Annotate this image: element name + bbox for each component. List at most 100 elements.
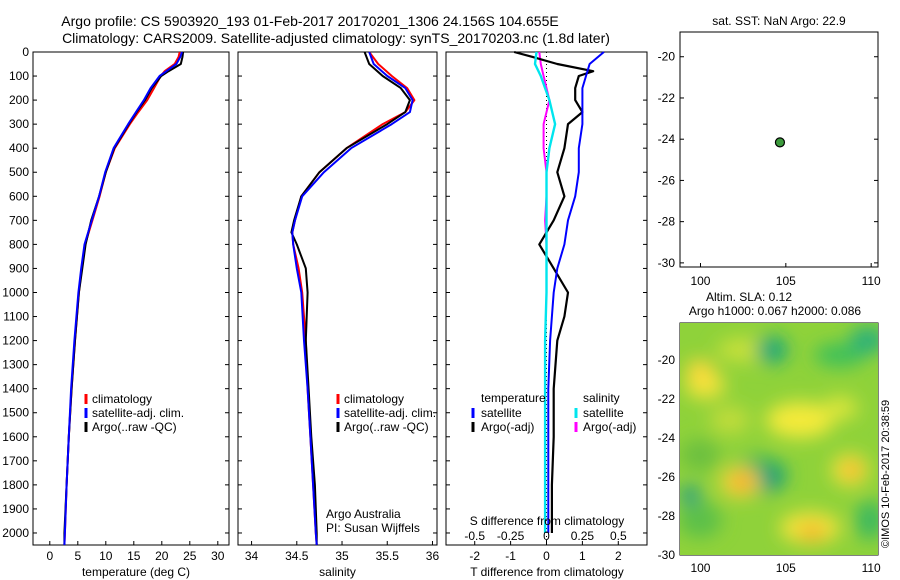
series-line-argo-raw-qc- (63, 51, 185, 545)
s-diff-tick-label: 0.5 (610, 529, 627, 543)
legend-label: Argo(-adj) (583, 420, 636, 434)
lat-tick-label: -30 (658, 548, 676, 562)
series-line-satellite-adj-clim- (63, 51, 183, 546)
series-line-climatology (63, 51, 181, 546)
sla-blob (850, 326, 878, 354)
x-tick-label: -1 (505, 549, 516, 563)
lat-tick-label: -30 (658, 256, 676, 270)
sla-blob (686, 360, 714, 380)
x-tick-label: 35.5 (376, 549, 400, 563)
s-difference-label: S difference from climatology (470, 514, 625, 528)
lon-tick-label: 100 (690, 561, 710, 575)
sla-blob (766, 402, 834, 438)
temperature-xlabel: temperature (deg C) (82, 565, 190, 579)
x-tick-label: 15 (127, 549, 141, 563)
depth-tick-label: 700 (9, 213, 29, 227)
lat-tick-label: -22 (658, 392, 676, 406)
sla-field (680, 323, 878, 555)
x-tick-label: 25 (183, 549, 197, 563)
depth-tick-label: 1100 (3, 310, 29, 324)
lat-tick-label: -20 (658, 353, 676, 367)
series-line-s-argo-adj- (538, 51, 551, 245)
legend-label: satellite (481, 406, 522, 420)
legend-label: climatology (92, 392, 152, 406)
sla-blobs (680, 326, 878, 544)
title-line-1: Argo profile: CS 5903920_193 01-Feb-2017… (61, 13, 558, 29)
lat-tick-label: -28 (658, 215, 676, 229)
depth-tick-label: 1200 (2, 334, 29, 348)
argo-australia-note: Argo Australia (326, 507, 401, 521)
lat-tick-label: -22 (658, 91, 676, 105)
sla-blob (754, 470, 782, 490)
sla-blob (680, 485, 700, 505)
legend-label: Argo(..raw -QC) (344, 420, 429, 434)
depth-tick-label: 800 (9, 237, 29, 251)
series-line-argo-raw-qc- (290, 51, 411, 545)
depth-tick-label: 600 (9, 189, 29, 203)
sla-blob (814, 343, 866, 367)
lon-tick-label: 100 (690, 274, 710, 288)
depth-tick-label: 900 (9, 261, 29, 275)
depth-tick-label: 300 (9, 117, 29, 131)
s-diff-tick-label: -0.5 (464, 529, 485, 543)
series-line-satellite-adj-clim- (291, 51, 414, 546)
lat-tick-label: -26 (658, 470, 676, 484)
depth-tick-label: 1600 (2, 430, 29, 444)
depth-tick-label: 0 (22, 45, 29, 59)
x-tick-label: 0 (46, 549, 53, 563)
legend-label: Argo(-adj) (481, 420, 534, 434)
x-tick-label: 36 (426, 549, 440, 563)
location-map-frame (679, 31, 879, 268)
sla-blob (822, 396, 858, 420)
x-tick-label: 30 (211, 549, 225, 563)
x-tick-label: 34.5 (285, 549, 309, 563)
depth-tick-label: 100 (9, 69, 29, 83)
lat-tick-label: -24 (658, 431, 676, 445)
lat-tick-label: -20 (658, 50, 676, 64)
legend-header-salinity: salinity (583, 391, 620, 405)
pi-note: PI: Susan Wijffels (326, 521, 420, 535)
x-tick-label: -2 (469, 549, 480, 563)
depth-tick-label: 1000 (2, 285, 29, 299)
sla-blob (844, 462, 860, 478)
profile-panel-frame (32, 51, 230, 546)
series-line-t-satellite (547, 51, 605, 533)
t-difference-xlabel: T difference from climatology (470, 565, 624, 579)
depth-tick-label: 400 (9, 141, 29, 155)
x-tick-label: 1 (579, 549, 586, 563)
depth-tick-label: 200 (9, 93, 29, 107)
profile-panel-frame (237, 51, 438, 546)
legend-label: satellite-adj. clim. (92, 406, 184, 420)
series-line-climatology (291, 51, 416, 546)
s-diff-tick-label: -0.25 (497, 529, 525, 543)
lat-tick-label: -24 (658, 132, 676, 146)
legend-label: Argo(..raw -QC) (92, 420, 177, 434)
legend-header-temperature: temperature (481, 391, 546, 405)
sla-blob (710, 406, 750, 434)
x-tick-label: 5 (74, 549, 81, 563)
sst-title: sat. SST: NaN Argo: 22.9 (712, 14, 846, 28)
x-tick-label: 34 (245, 549, 259, 563)
lon-tick-label: 105 (776, 274, 796, 288)
title-line-2: Climatology: CARS2009. Satellite-adjuste… (62, 30, 610, 46)
legend-label: satellite (583, 406, 624, 420)
depth-tick-label: 2000 (2, 526, 29, 540)
legend-label: climatology (344, 392, 404, 406)
depth-tick-label: 1800 (2, 478, 29, 492)
depth-tick-label: 1900 (2, 502, 29, 516)
lat-tick-label: -26 (658, 173, 676, 187)
lon-tick-label: 105 (776, 561, 796, 575)
depth-tick-label: 1300 (2, 358, 29, 372)
sla-title-1: Altim. SLA: 0.12 (706, 290, 792, 304)
series-line-s-satellite (533, 51, 557, 533)
lon-tick-label: 110 (862, 274, 881, 288)
s-diff-tick-label: 0.25 (571, 529, 595, 543)
lat-tick-label: -28 (658, 509, 676, 523)
depth-tick-label: 1400 (2, 382, 29, 396)
sla-blob (680, 502, 722, 538)
lon-tick-label: 110 (862, 561, 881, 575)
depth-tick-label: 500 (9, 165, 29, 179)
depth-tick-label: 1700 (2, 454, 29, 468)
x-tick-label: 10 (99, 549, 113, 563)
